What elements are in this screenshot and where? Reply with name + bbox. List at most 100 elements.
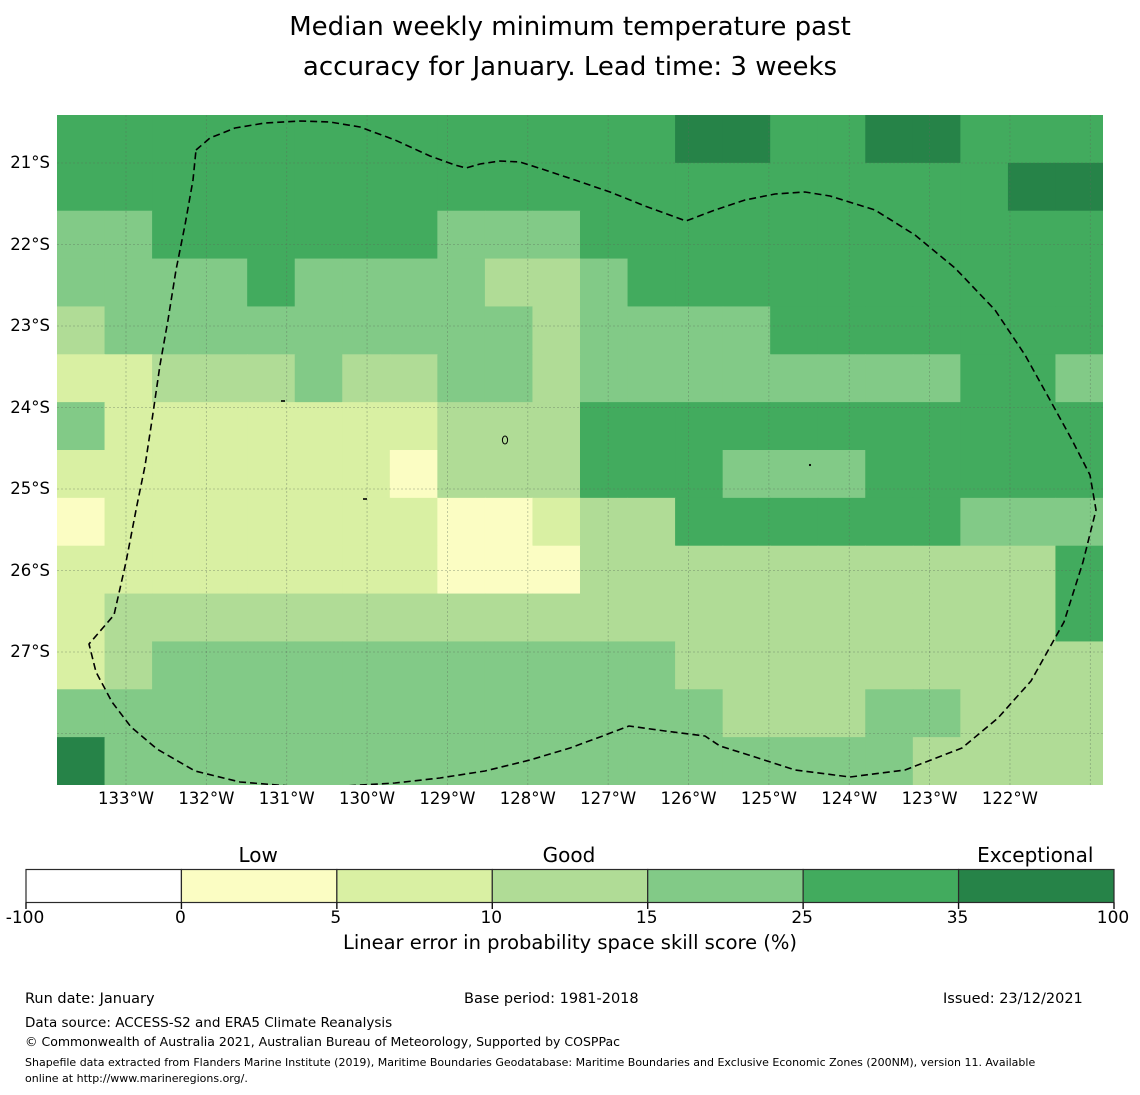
heatmap-cell (437, 593, 486, 643)
heatmap-cell (437, 258, 486, 308)
heatmap-cell (817, 210, 866, 260)
heatmap-cell (817, 258, 866, 308)
colorbar-tick-value: 25 (791, 908, 813, 928)
heatmap-cell (484, 545, 534, 595)
heatmap-cell (199, 354, 248, 403)
heatmap-cell (912, 641, 961, 690)
heatmap-cell (247, 737, 296, 785)
heatmap-cell (484, 162, 534, 212)
heatmap-cell (770, 641, 819, 690)
heatmap-cell (199, 593, 248, 643)
heatmap-cell (342, 737, 391, 785)
heatmap-cell (437, 497, 486, 547)
heatmap-cell (960, 593, 1009, 643)
heatmap-cell (342, 402, 391, 451)
heatmap-cell (389, 306, 438, 355)
colorbar-segment (25, 868, 183, 904)
heatmap-cell (722, 450, 771, 499)
heatmap-cell (532, 306, 581, 355)
heatmap-cell (865, 306, 914, 355)
heatmap-cell (865, 258, 914, 308)
heatmap-cell (770, 593, 819, 643)
heatmap-cell (627, 306, 676, 355)
heatmap-cell (817, 354, 866, 403)
heatmap-cell (960, 306, 1009, 355)
heatmap-cell (247, 450, 296, 499)
heatmap-cell (770, 210, 819, 260)
heatmap-cell (484, 689, 534, 738)
heatmap-cell (199, 210, 248, 260)
heatmap-cell (1055, 210, 1103, 260)
heatmap-cell (247, 258, 296, 308)
copyright-text: © Commonwealth of Australia 2021, Austra… (25, 1034, 620, 1049)
heatmap-cell (342, 162, 391, 212)
heatmap-cell (675, 497, 724, 547)
heatmap-cell (912, 497, 961, 547)
heatmap-cell (1007, 641, 1057, 690)
map-heatmap (57, 115, 1103, 785)
colorbar-caption: Linear error in probability space skill … (342, 931, 798, 954)
heatmap-cell (199, 545, 248, 595)
heatmap-cell (484, 593, 534, 643)
heatmap-cell (1055, 641, 1103, 690)
heatmap-cell (722, 115, 771, 164)
heatmap-cell (770, 689, 819, 738)
heatmap-cell (294, 162, 343, 212)
heatmap-cell (294, 497, 343, 547)
heatmap-cell (437, 641, 486, 690)
heatmap-cell (1007, 258, 1057, 308)
heatmap-cell (580, 402, 629, 451)
heatmap-cell (247, 593, 296, 643)
heatmap-cell (1055, 450, 1103, 499)
heatmap-cell (57, 115, 106, 164)
heatmap-cell (389, 258, 438, 308)
x-tick-label: 122°W (981, 789, 1038, 808)
heatmap-cell (675, 210, 724, 260)
heatmap-cell (722, 737, 771, 785)
heatmap-cell (342, 210, 391, 260)
heatmap-cell (104, 402, 153, 451)
heatmap-cell (342, 497, 391, 547)
colorbar-segment (802, 868, 960, 904)
heatmap-cell (294, 545, 343, 595)
heatmap-cell (675, 354, 724, 403)
heatmap-cell (342, 641, 391, 690)
heatmap-cell (912, 306, 961, 355)
heatmap-cell (1055, 115, 1103, 164)
heatmap-cell (627, 737, 676, 785)
heatmap-cell (247, 306, 296, 355)
heatmap-cell (389, 497, 438, 547)
eez-boundary-line (88, 120, 1097, 785)
heatmap-cell (294, 354, 343, 403)
heatmap-cell (152, 162, 201, 212)
heatmap-cell (627, 497, 676, 547)
base-period-text: Base period: 1981-2018 (464, 991, 639, 1007)
heatmap-cell (770, 306, 819, 355)
heatmap-cell (722, 162, 771, 212)
heatmap-cell (247, 641, 296, 690)
heatmap-cell (770, 737, 819, 785)
heatmap-cell (389, 641, 438, 690)
heatmap-cell (437, 210, 486, 260)
heatmap-cell (1055, 689, 1103, 738)
heatmap-cell (912, 354, 961, 403)
heatmap-cell (722, 593, 771, 643)
x-tick-label: 123°W (901, 789, 958, 808)
heatmap-cell (152, 641, 201, 690)
heatmap-cell (294, 258, 343, 308)
heatmap-cell (770, 115, 819, 164)
heatmap-cell (342, 354, 391, 403)
colorbar-tick-value: -100 (5, 908, 45, 928)
heatmap-cell (1055, 162, 1103, 212)
heatmap-cell (104, 737, 153, 785)
heatmap-cell (152, 450, 201, 499)
heatmap-cell (104, 450, 153, 499)
heatmap-cell (770, 354, 819, 403)
heatmap-cell (865, 210, 914, 260)
heatmap-cell (960, 162, 1009, 212)
heatmap-cell (580, 258, 629, 308)
heatmap-cell (342, 545, 391, 595)
heatmap-cell (1055, 737, 1103, 785)
heatmap-cell (627, 162, 676, 212)
heatmap-cell (817, 450, 866, 499)
